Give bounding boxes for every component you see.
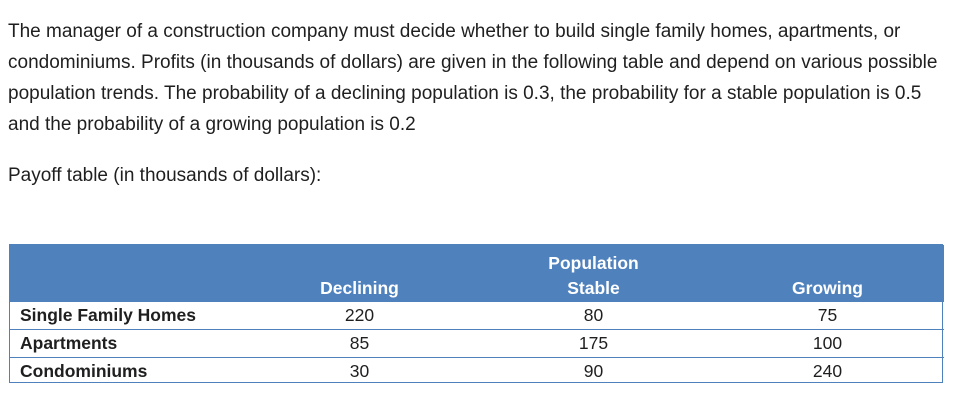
table-row: Apartments 85 175 100 xyxy=(10,329,944,358)
table-header-group-row: Population xyxy=(10,245,944,274)
table-cell: 30 xyxy=(349,361,370,381)
header-corner-cell xyxy=(10,245,243,274)
table-row: Single Family Homes 220 80 75 xyxy=(10,302,944,330)
table-cell: 220 xyxy=(243,302,476,330)
table-cell: 80 xyxy=(476,302,711,330)
table-caption: Payoff table (in thousands of dollars): xyxy=(8,165,322,186)
header-spacer-cell xyxy=(711,245,944,274)
row-label-condominiums: Condominiums xyxy=(20,361,148,381)
column-header-declining: Declining xyxy=(243,274,476,302)
table-row: Condominiums 30 90 240 xyxy=(10,358,944,386)
table-cell: 85 xyxy=(243,329,476,358)
table-cell: 240 xyxy=(812,361,843,381)
header-corner-cell xyxy=(10,274,243,302)
row-label-apartments: Apartments xyxy=(10,329,243,358)
table-cell: 100 xyxy=(711,329,944,358)
column-header-stable: Stable xyxy=(476,274,711,302)
header-spacer-cell xyxy=(243,245,476,274)
header-group-population: Population xyxy=(476,245,711,274)
payoff-table: Population Declining Stable Growing Sing… xyxy=(9,244,944,386)
problem-statement: The manager of a construction company mu… xyxy=(8,21,938,135)
table-header-row: Declining Stable Growing xyxy=(10,274,944,302)
table-cell: 175 xyxy=(476,329,711,358)
table-cell: 90 xyxy=(583,361,604,381)
row-label-single-family-homes: Single Family Homes xyxy=(10,302,243,330)
column-header-growing: Growing xyxy=(711,274,944,302)
table-cell: 75 xyxy=(711,302,944,330)
